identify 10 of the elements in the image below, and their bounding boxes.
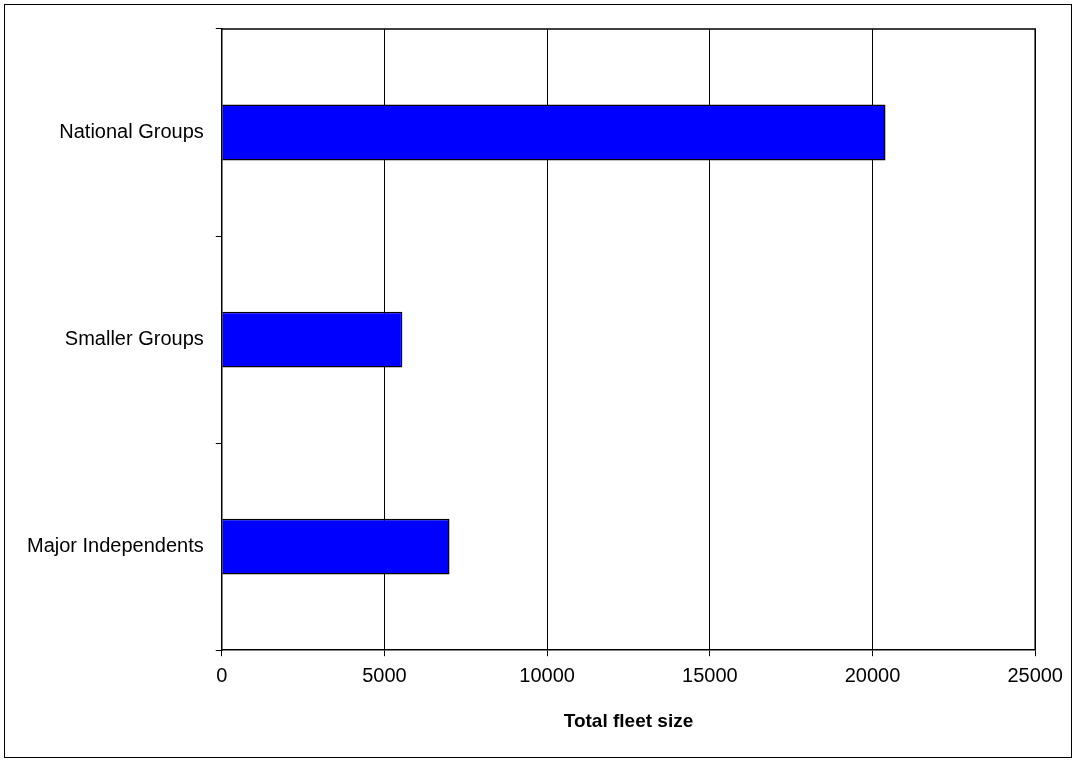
x-tick-label: 20000 [844, 663, 901, 686]
x-tick-label: 15000 [682, 663, 738, 686]
x-axis-title: Total fleet size [563, 709, 694, 731]
y-tick-label: Major Independents [26, 534, 204, 557]
y-tick-label: Smaller Groups [64, 327, 204, 350]
x-tick-label: 10000 [519, 663, 575, 686]
y-tick-label: National Groups [59, 120, 204, 143]
x-tick-label: 25000 [1007, 663, 1063, 686]
x-tick-label: 0 [216, 663, 228, 686]
x-tick-label: 5000 [362, 663, 407, 686]
